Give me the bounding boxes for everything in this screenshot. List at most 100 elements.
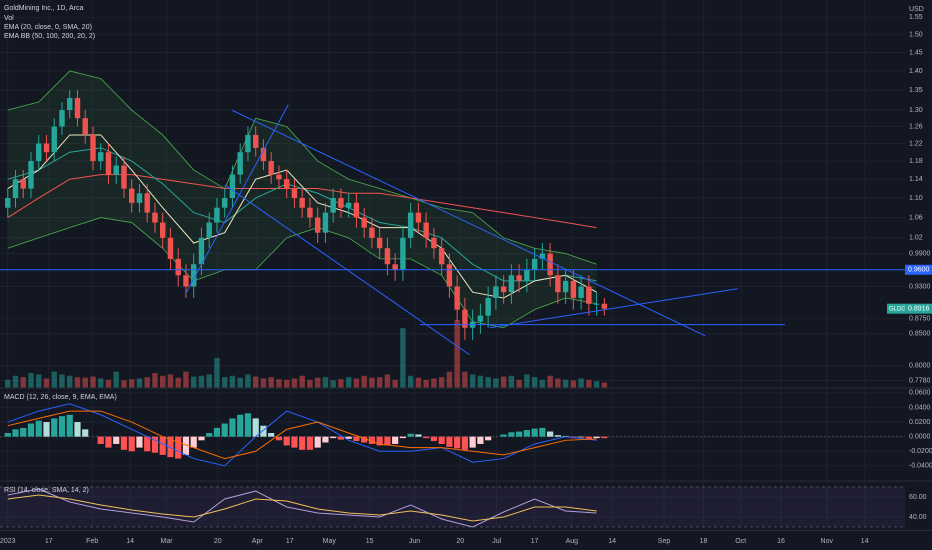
volume-bar xyxy=(276,379,282,388)
volume-bar xyxy=(562,379,569,388)
volume-bar xyxy=(5,379,11,388)
volume-bar xyxy=(12,375,19,388)
volume-bar xyxy=(136,378,143,388)
candle-body xyxy=(322,212,329,233)
last-price-label: 0.8916 xyxy=(908,306,930,313)
histogram-bar xyxy=(229,418,236,437)
volume-bar xyxy=(67,375,73,388)
candle-body xyxy=(214,207,220,223)
histogram-bar xyxy=(213,427,221,437)
histogram-bar xyxy=(485,436,492,441)
candle-body xyxy=(291,188,298,199)
x-tick-label: Oct xyxy=(735,538,746,545)
candle-body xyxy=(59,110,65,127)
volume-bar xyxy=(555,378,561,388)
last-price-tag xyxy=(905,303,932,314)
volume-bar xyxy=(105,379,112,388)
candle-body xyxy=(252,134,259,148)
x-tick-label: 17 xyxy=(286,538,294,545)
histogram-bar xyxy=(345,436,352,439)
y-tick-label: 0.0400 xyxy=(909,404,931,411)
y-tick-label: 1.30 xyxy=(909,107,923,114)
volume-bar xyxy=(113,371,119,388)
y-tick-label: 0.0000 xyxy=(909,433,931,440)
candle-body xyxy=(90,134,96,162)
histogram-bar xyxy=(43,422,50,437)
candle-body xyxy=(593,303,600,305)
currency-label: USD xyxy=(909,6,924,13)
volume-bar xyxy=(485,377,491,388)
pane-title: MACD (12, 26, close, 9, EMA, EMA) xyxy=(4,394,117,401)
histogram-bar xyxy=(353,436,360,442)
histogram-bar xyxy=(361,436,368,443)
volume-bar xyxy=(384,374,391,388)
y-tick-label: 60.00 xyxy=(909,494,927,501)
candle-body xyxy=(423,222,429,238)
volume-bar xyxy=(307,379,313,388)
x-tick-label: 17 xyxy=(45,538,53,545)
candle-body xyxy=(28,161,34,189)
candle-body xyxy=(245,134,251,153)
histogram-bar xyxy=(523,430,530,437)
histogram-bar xyxy=(244,413,252,437)
volume-bar xyxy=(500,376,507,388)
candle-body xyxy=(578,286,584,298)
candle-body xyxy=(384,248,391,265)
volume-bar xyxy=(415,377,422,388)
x-tick-label: Aug xyxy=(566,538,579,545)
x-tick-label: 14 xyxy=(861,538,869,545)
histogram-bar xyxy=(113,436,120,444)
x-tick-label: May xyxy=(323,538,337,545)
histogram-bar xyxy=(66,414,73,437)
legend-entry: EMA (20, close, 0, SMA, 20) xyxy=(4,24,92,31)
candle-body xyxy=(167,237,174,259)
candle-body xyxy=(20,179,26,189)
volume-bar xyxy=(245,374,251,388)
volume-bar xyxy=(90,376,96,388)
volume-bar xyxy=(400,328,406,388)
indicator-line xyxy=(7,410,597,460)
candle-body xyxy=(438,248,445,265)
histogram-bar xyxy=(291,436,298,448)
candle-body xyxy=(260,147,267,162)
candle-body xyxy=(74,98,81,119)
volume-bar xyxy=(252,376,259,388)
histogram-bar xyxy=(314,436,321,448)
volume-bar xyxy=(423,379,429,388)
histogram-bar xyxy=(151,436,159,453)
volume-bar xyxy=(547,375,553,388)
candle-body xyxy=(462,309,468,328)
y-tick-label: 40.00 xyxy=(909,514,927,521)
histogram-bar xyxy=(58,416,66,437)
candle-body xyxy=(369,227,375,238)
candle-body xyxy=(268,161,274,175)
x-tick-label: Apr xyxy=(252,538,264,545)
candle-body xyxy=(586,286,592,304)
candle-body xyxy=(82,118,88,135)
candle-body xyxy=(454,286,460,310)
histogram-bar xyxy=(454,436,461,449)
volume-bar xyxy=(376,377,383,388)
y-tick-label: -0.0200 xyxy=(909,448,932,455)
histogram-bar xyxy=(97,436,104,444)
y-tick-label: 0.8500 xyxy=(909,331,931,338)
volume-bar xyxy=(36,374,42,388)
histogram-bar xyxy=(554,435,561,437)
volume-bar xyxy=(175,377,181,388)
candle-body xyxy=(136,193,143,203)
candle-body xyxy=(477,315,484,322)
histogram-bar xyxy=(283,436,290,446)
histogram-bar xyxy=(531,428,538,437)
volume-bar xyxy=(28,373,34,388)
x-tick-label: Mar xyxy=(161,538,174,545)
y-tick-label: 0.9300 xyxy=(909,283,931,290)
candle-body xyxy=(299,198,305,208)
histogram-bar xyxy=(593,436,600,439)
volume-bar xyxy=(190,376,197,388)
candle-body xyxy=(345,202,352,208)
symbol-tag xyxy=(887,303,905,314)
volume-bar xyxy=(570,380,577,388)
histogram-bar xyxy=(438,436,445,444)
volume-bar xyxy=(361,375,367,388)
